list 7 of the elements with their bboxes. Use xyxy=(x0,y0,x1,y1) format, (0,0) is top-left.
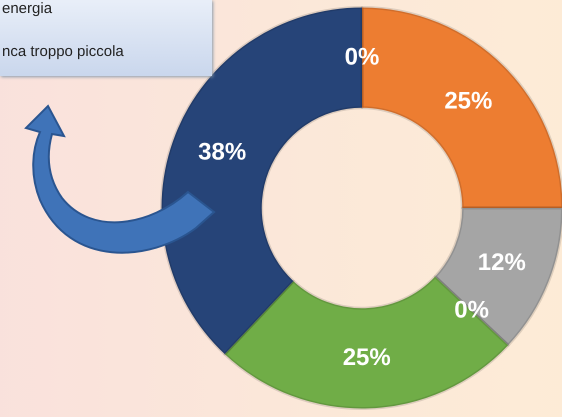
data-label: 38% xyxy=(198,138,246,166)
data-label: 12% xyxy=(478,248,526,276)
text: 0% xyxy=(454,296,489,324)
text: energia xyxy=(2,0,52,17)
data-label: 25% xyxy=(444,87,492,114)
text: nca troppo piccola xyxy=(2,43,124,60)
data-label: 25% xyxy=(342,344,391,371)
